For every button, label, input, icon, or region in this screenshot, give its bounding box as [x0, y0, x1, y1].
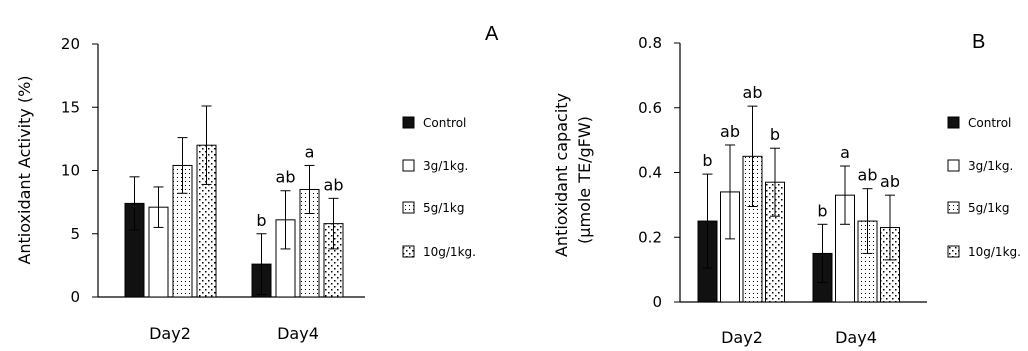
- legend-label: 10g/1kg.: [423, 245, 476, 259]
- panel-b-y-axis-label: Antioxidant capacity: [552, 93, 571, 257]
- significance-label: ab: [324, 175, 344, 194]
- significance-label: b: [702, 151, 712, 170]
- panel-b-axes: 0 0.2 0.4 0.6 0.8 Day2 Day4: [638, 34, 927, 347]
- y-tick-label: 0.2: [638, 228, 662, 246]
- panel-b-y-axis-label-units: (µmole TE/gFW): [575, 116, 594, 244]
- significance-label: b: [770, 125, 780, 144]
- panel-b-legend: Control 3g/1kg. 5g/1kg 10g/1kg.: [947, 116, 1021, 259]
- legend-swatch: [947, 201, 960, 214]
- legend-label: 5g/1kg: [968, 201, 1010, 215]
- x-category-label: Day2: [149, 324, 191, 343]
- panel-b-chart: B Antioxidant capacity (µmole TE/gFW) 00…: [552, 31, 1021, 347]
- legend-label: 3g/1kg.: [423, 159, 468, 173]
- significance-label: ab: [743, 83, 763, 102]
- panel-a-axes: 0 5 10 15 20 Day2 Day4: [61, 35, 365, 343]
- legend-label: 3g/1kg.: [968, 159, 1013, 173]
- panel-a-y-axis-label: Antioxidant Activity (%): [15, 75, 34, 264]
- legend-label: 10g/1kg.: [968, 245, 1021, 259]
- legend-swatch: [402, 201, 415, 214]
- legend-swatch: [402, 245, 415, 258]
- legend-swatch: [947, 245, 960, 258]
- x-category-label: Day2: [721, 328, 763, 347]
- y-tick-label: 15: [61, 98, 80, 116]
- significance-label: ab: [276, 168, 296, 187]
- y-tick-label: 0.4: [638, 164, 662, 182]
- legend-swatch: [947, 159, 960, 172]
- y-tick-label: 0: [70, 288, 80, 306]
- y-tick-label: 0: [652, 293, 662, 311]
- significance-label: a: [840, 143, 850, 162]
- legend-swatch: [947, 116, 960, 129]
- significance-label: b: [817, 201, 827, 220]
- y-tick-label: 0.6: [638, 99, 662, 117]
- x-category-label: Day4: [277, 324, 319, 343]
- legend-swatch: [402, 116, 415, 129]
- y-tick-label: 5: [70, 225, 80, 243]
- legend-label: Control: [968, 116, 1011, 130]
- y-tick-label: 10: [61, 162, 80, 180]
- y-tick-label: 0.8: [638, 34, 662, 52]
- significance-label: b: [256, 211, 266, 230]
- significance-label: a: [305, 142, 315, 161]
- significance-label: ab: [880, 172, 900, 191]
- legend-swatch: [402, 159, 415, 172]
- legend-label: 5g/1kg: [423, 201, 465, 215]
- legend-label: Control: [423, 116, 466, 130]
- significance-label: ab: [720, 122, 740, 141]
- y-tick-label: 20: [61, 35, 80, 53]
- panel-a-legend: Control 3g/1kg. 5g/1kg 10g/1kg.: [402, 116, 476, 259]
- panel-a-letter: A: [485, 23, 499, 45]
- panel-a-chart: A Antioxidant Activity (%) 0 5 10 15 20 Day2 D…: [15, 23, 499, 343]
- x-category-label: Day4: [835, 328, 877, 347]
- significance-label: ab: [858, 166, 878, 185]
- panel-b-letter: B: [972, 31, 985, 53]
